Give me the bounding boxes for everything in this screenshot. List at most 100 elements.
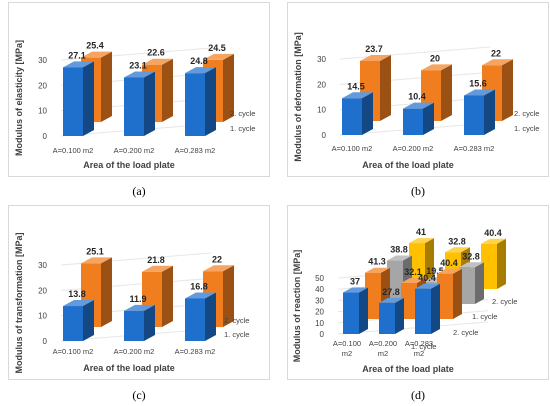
- x-tick-label: A=0.200 m2: [114, 146, 155, 155]
- bar: [63, 67, 83, 136]
- y-tick-label: 0: [43, 132, 48, 141]
- data-label: 23.7: [365, 44, 383, 54]
- bar-top: [124, 71, 155, 78]
- bar-top: [342, 92, 373, 99]
- chart-svg-d: Modulus of reaction [MPa] 0 10 20 30 40 50 41 32…: [292, 227, 517, 374]
- data-label: 32.1: [404, 267, 422, 277]
- bar-side: [205, 292, 216, 341]
- bar: [459, 267, 475, 304]
- chart-svg-a: Modulus of elasticity [MPa] 0 10 20 30 25.4 22…: [14, 40, 255, 170]
- bar-top: [409, 238, 434, 244]
- x-tick-label-unit: m2: [414, 349, 424, 358]
- bar: [401, 283, 417, 319]
- y-tick-label: 20: [38, 81, 47, 90]
- chart-svg-b: Modulus of deformation [MPa] 0 10 20 30 23.7 2…: [293, 32, 539, 170]
- y-tick-label: 30: [38, 56, 47, 65]
- bar-top: [481, 238, 506, 244]
- y-tick-label: 50: [315, 274, 324, 283]
- bar-side: [425, 238, 434, 289]
- bar-top: [403, 102, 434, 109]
- bar-top: [365, 267, 390, 273]
- bar: [387, 260, 403, 304]
- bar-top: [343, 287, 368, 293]
- data-label: 15.6: [469, 78, 487, 88]
- bar-side: [395, 297, 404, 334]
- chart-panel-d: Modulus of reaction [MPa] 0 10 20 30 40 50 41 32…: [287, 205, 549, 380]
- y-tick-label: 40: [315, 285, 324, 294]
- data-label: 41.3: [368, 257, 386, 267]
- data-label: 40.4: [418, 273, 436, 283]
- series-label: 1. cycle: [224, 330, 249, 339]
- x-axis-title: Area of the load plate: [362, 364, 454, 374]
- series-label: 2. cycle: [514, 109, 539, 118]
- bar-top: [421, 64, 452, 71]
- bar-top: [81, 51, 112, 58]
- bar-side: [423, 102, 434, 135]
- bar-side: [101, 51, 112, 122]
- bar-top: [81, 257, 112, 264]
- bar-top: [360, 54, 391, 61]
- bar: [343, 292, 359, 334]
- series-label: 1. cycle: [230, 124, 255, 133]
- bar-side: [502, 59, 513, 121]
- x-tick-label: A=0.283 m2: [175, 146, 216, 155]
- y-tick-label: 10: [38, 312, 47, 321]
- bar-side: [162, 58, 173, 122]
- y-axis-title: Modulus of reaction [MPa]: [292, 250, 302, 363]
- bar-top: [142, 58, 173, 65]
- data-label: 32.8: [448, 236, 466, 246]
- x-tick-label-unit: m2: [342, 349, 352, 358]
- bar-top: [387, 255, 412, 261]
- bar-side: [162, 265, 173, 327]
- x-tick-label: A=0.100 m2: [53, 146, 94, 155]
- bar: [379, 302, 395, 334]
- bar-side: [475, 262, 484, 304]
- chart-panel-c: Modulus of transformation [MPa] 0 10 20 30 25…: [8, 205, 270, 380]
- data-label: 38.8: [390, 245, 408, 255]
- y-tick-label: 10: [38, 107, 47, 116]
- data-label: 20: [430, 53, 440, 63]
- series-label: 2. cycle: [453, 328, 478, 337]
- data-label: 41: [416, 227, 426, 237]
- bar-side: [83, 300, 94, 341]
- x-tick-label-unit: m2: [378, 349, 388, 358]
- series-label: 1. cycle: [514, 124, 539, 133]
- x-axis-title: Area of the load plate: [83, 160, 175, 170]
- bar-side: [380, 54, 391, 121]
- bar: [63, 306, 83, 341]
- data-label: 16.8: [190, 281, 208, 291]
- x-tick-label: A=0.283 m2: [454, 144, 495, 153]
- y-tick-label: 20: [315, 308, 324, 317]
- y-axis-title: Modulus of transformation [MPa]: [14, 233, 24, 374]
- bar-top: [185, 292, 216, 299]
- bar-side: [101, 257, 112, 327]
- bar-side: [441, 64, 452, 121]
- data-label: 25.4: [86, 41, 104, 51]
- bar-side: [484, 89, 495, 135]
- bar: [437, 273, 453, 319]
- data-label: 24.5: [208, 43, 226, 53]
- x-tick-label: A=0.100: [333, 339, 361, 348]
- chart-panel-b: Modulus of deformation [MPa] 0 10 20 30 23.7 2…: [287, 2, 549, 177]
- bar: [185, 298, 205, 341]
- data-label: 37: [350, 277, 360, 287]
- data-label: 22.6: [147, 48, 165, 58]
- bar-top: [63, 61, 94, 68]
- bar-top: [459, 262, 484, 268]
- gridline: [337, 321, 489, 335]
- data-label: 21.8: [147, 255, 165, 265]
- data-label: 40.4: [484, 228, 502, 238]
- chart-panel-a: Modulus of elasticity [MPa] 0 10 20 30 25.4 22…: [8, 2, 270, 177]
- series-label: 1. cycle: [411, 342, 436, 351]
- x-tick-label: A=0.100 m2: [332, 144, 373, 153]
- bar-side: [362, 92, 373, 135]
- y-tick-label: 30: [315, 296, 324, 305]
- caption-b: (b): [411, 184, 425, 198]
- bar-top: [401, 278, 426, 284]
- bar-top: [185, 67, 216, 74]
- bar-side: [144, 304, 155, 341]
- bar: [185, 73, 205, 136]
- caption-a: (a): [132, 184, 146, 198]
- x-tick-label: A=0.100 m2: [53, 347, 94, 356]
- data-label: 14.5: [347, 81, 365, 91]
